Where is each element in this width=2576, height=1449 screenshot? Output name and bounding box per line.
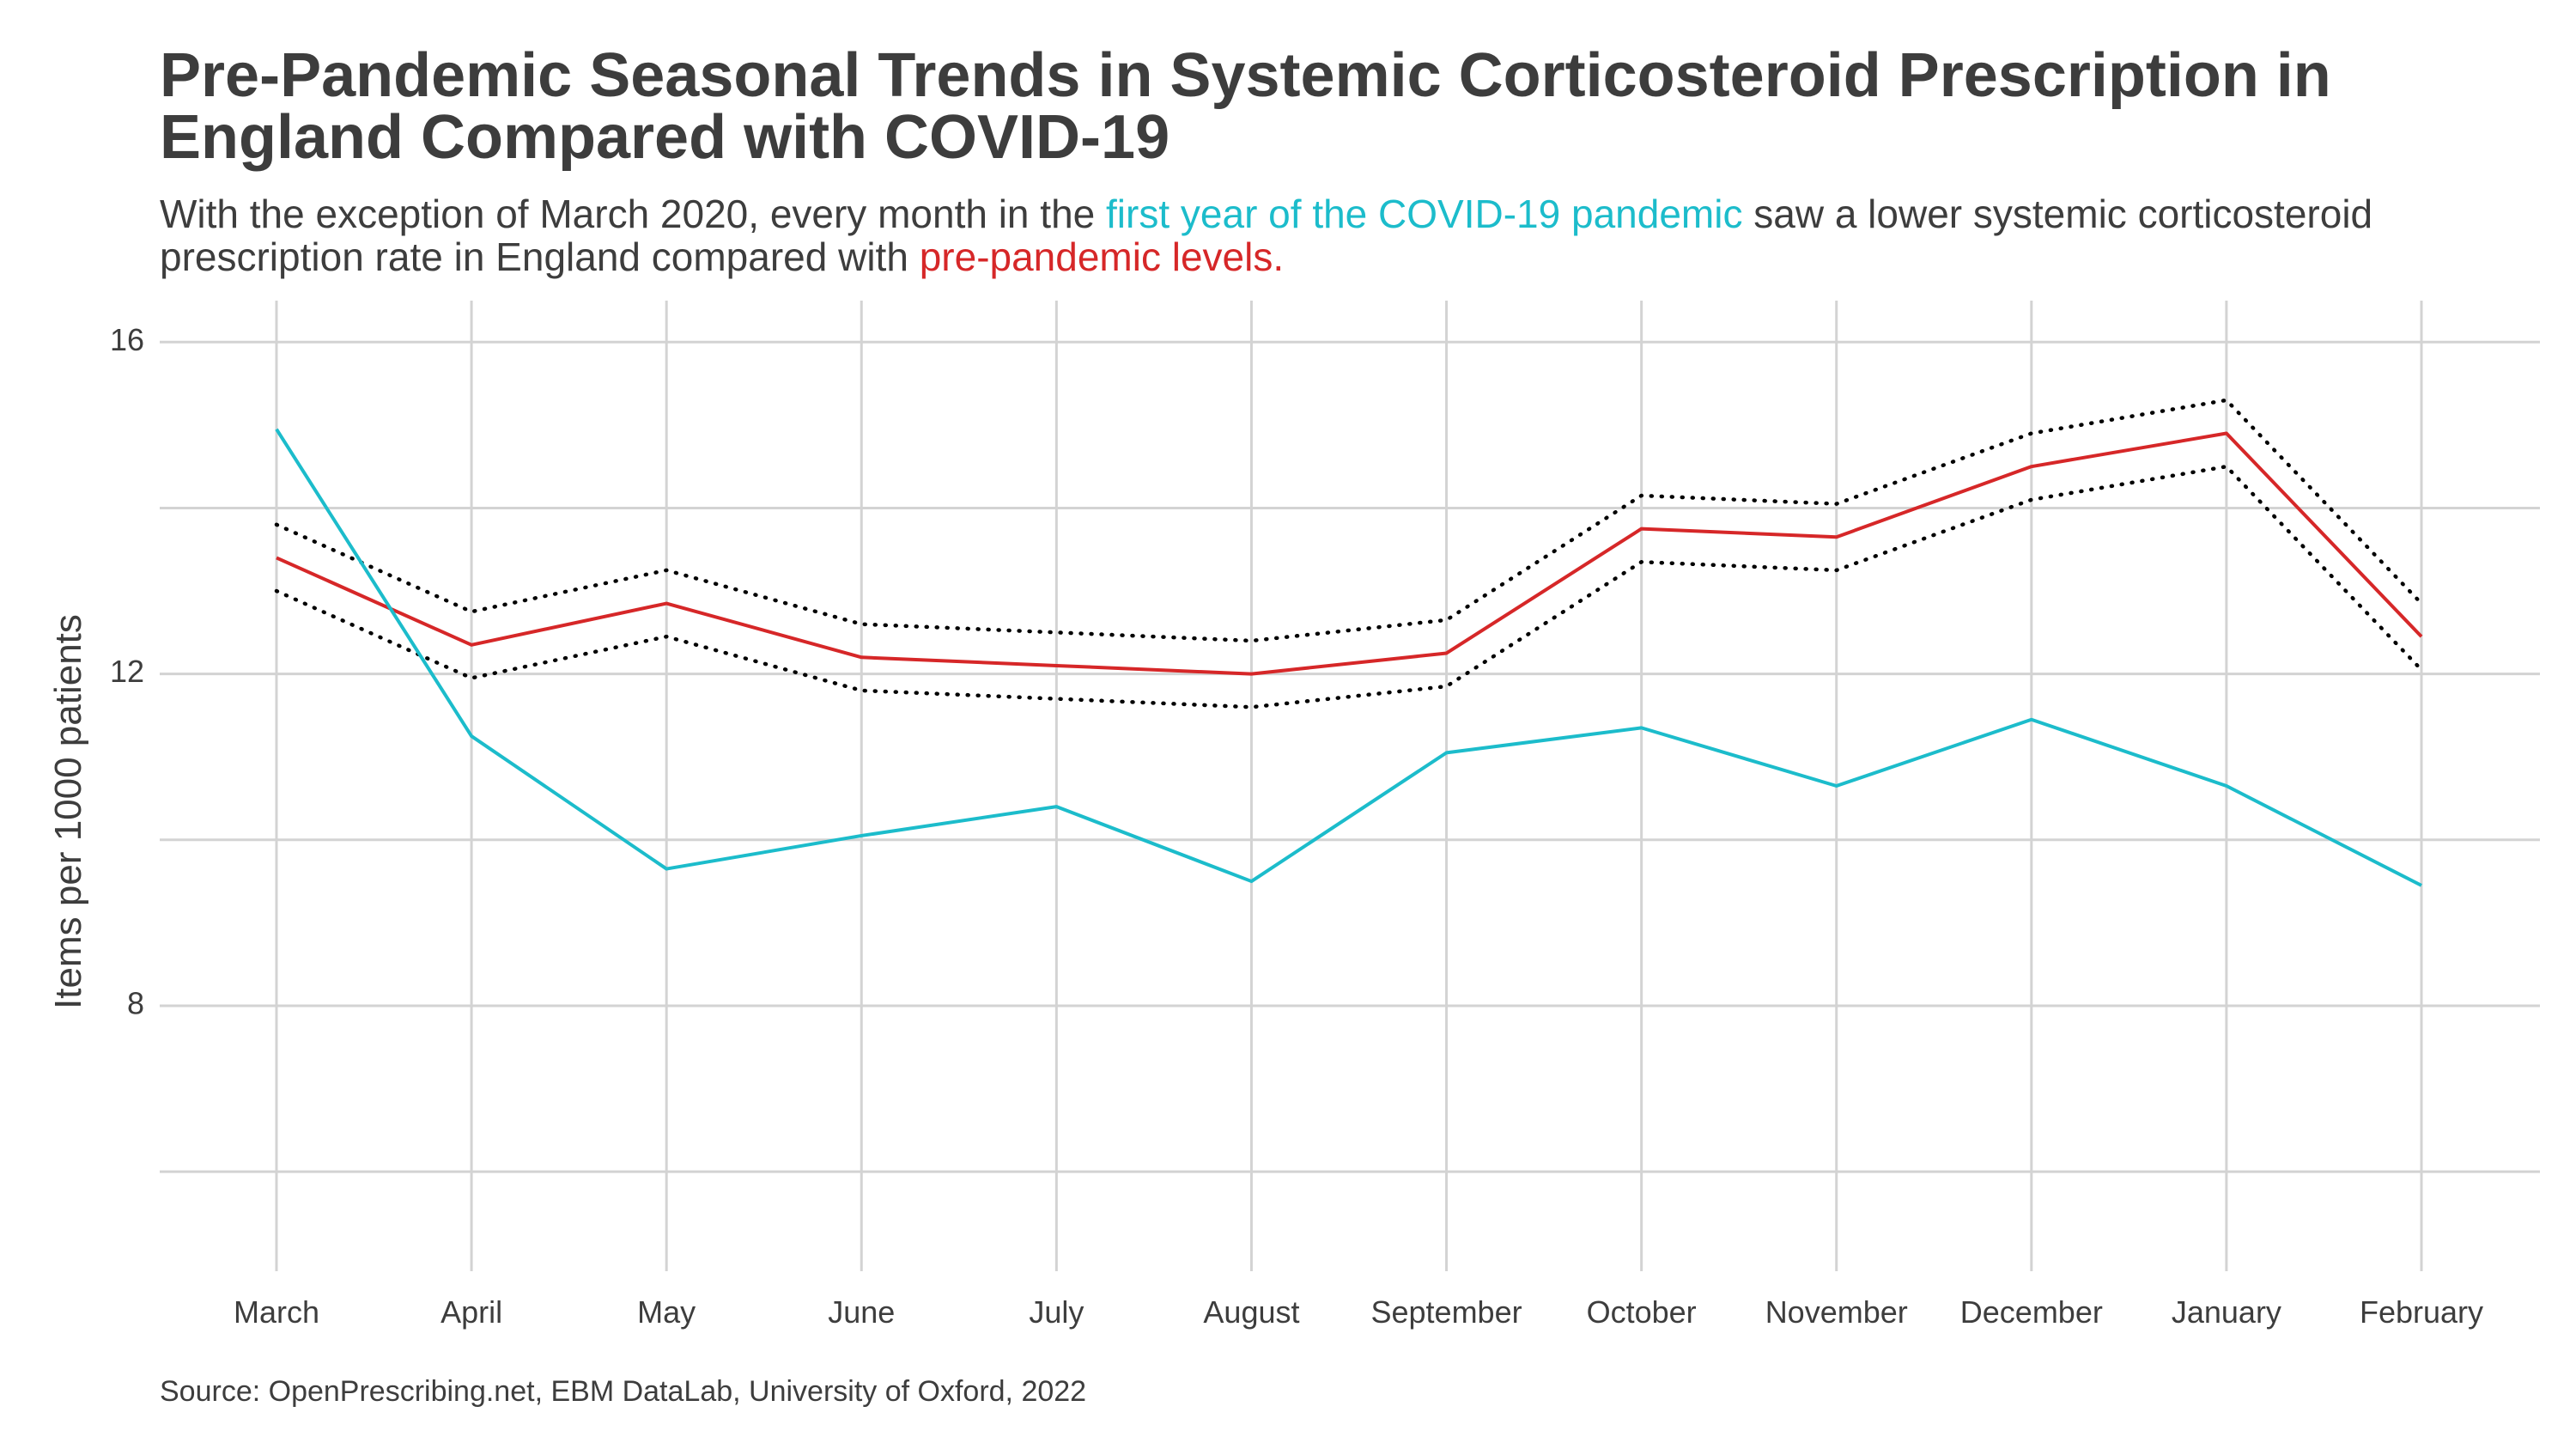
x-tick-label: March	[234, 1294, 319, 1330]
subtitle-highlight-covid: first year of the COVID-19 pandemic	[1106, 192, 1743, 236]
x-tick-label: December	[1960, 1294, 2103, 1330]
subtitle-text-2: saw a lower systemic corticosteroid pres…	[160, 192, 2373, 279]
subtitle-highlight-pre-pandemic: pre-pandemic levels.	[919, 234, 1285, 279]
source-caption: Source: OpenPrescribing.net, EBM DataLab…	[160, 1375, 1087, 1408]
x-tick-label: January	[2172, 1294, 2281, 1330]
y-tick-label: 16	[110, 322, 144, 357]
gridlines	[160, 301, 2540, 1271]
x-tick-label: November	[1765, 1294, 1908, 1330]
y-tick-label: 12	[110, 654, 144, 689]
upper-bound-dotted-line	[274, 398, 2424, 643]
covid-series-line	[275, 428, 2422, 887]
x-tick-label: August	[1203, 1294, 1299, 1330]
x-tick-label: July	[1029, 1294, 1084, 1330]
x-tick-label: October	[1587, 1294, 1697, 1330]
subtitle-text-1: With the exception of March 2020, every …	[160, 192, 1107, 236]
x-tick-label: April	[440, 1294, 502, 1330]
chart-title: Pre-Pandemic Seasonal Trends in Systemic…	[160, 41, 2331, 172]
x-tick-label: June	[828, 1294, 895, 1330]
chart-subtitle: With the exception of March 2020, every …	[160, 192, 2530, 278]
x-tick-label: September	[1370, 1294, 1522, 1330]
pre-pandemic-series-line	[276, 431, 2423, 676]
series-lines	[274, 398, 2424, 887]
axes: 8 12 16 March April May June July August Septembe…	[47, 322, 2483, 1330]
x-tick-label: May	[637, 1294, 696, 1330]
x-tick-label: February	[2360, 1294, 2483, 1330]
y-axis-title: Items per 1000 patients	[47, 614, 89, 1009]
lower-bound-dotted-line	[274, 464, 2424, 709]
y-tick-label: 8	[127, 985, 144, 1020]
